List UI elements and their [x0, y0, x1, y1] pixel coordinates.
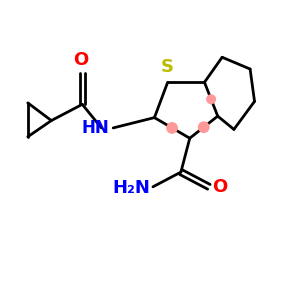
Text: O: O — [73, 51, 88, 69]
Text: HN: HN — [82, 119, 110, 137]
Circle shape — [198, 121, 210, 133]
Text: O: O — [212, 178, 228, 196]
Text: H₂N: H₂N — [112, 179, 150, 197]
Text: S: S — [160, 58, 174, 76]
Circle shape — [166, 122, 178, 134]
Circle shape — [206, 94, 216, 104]
